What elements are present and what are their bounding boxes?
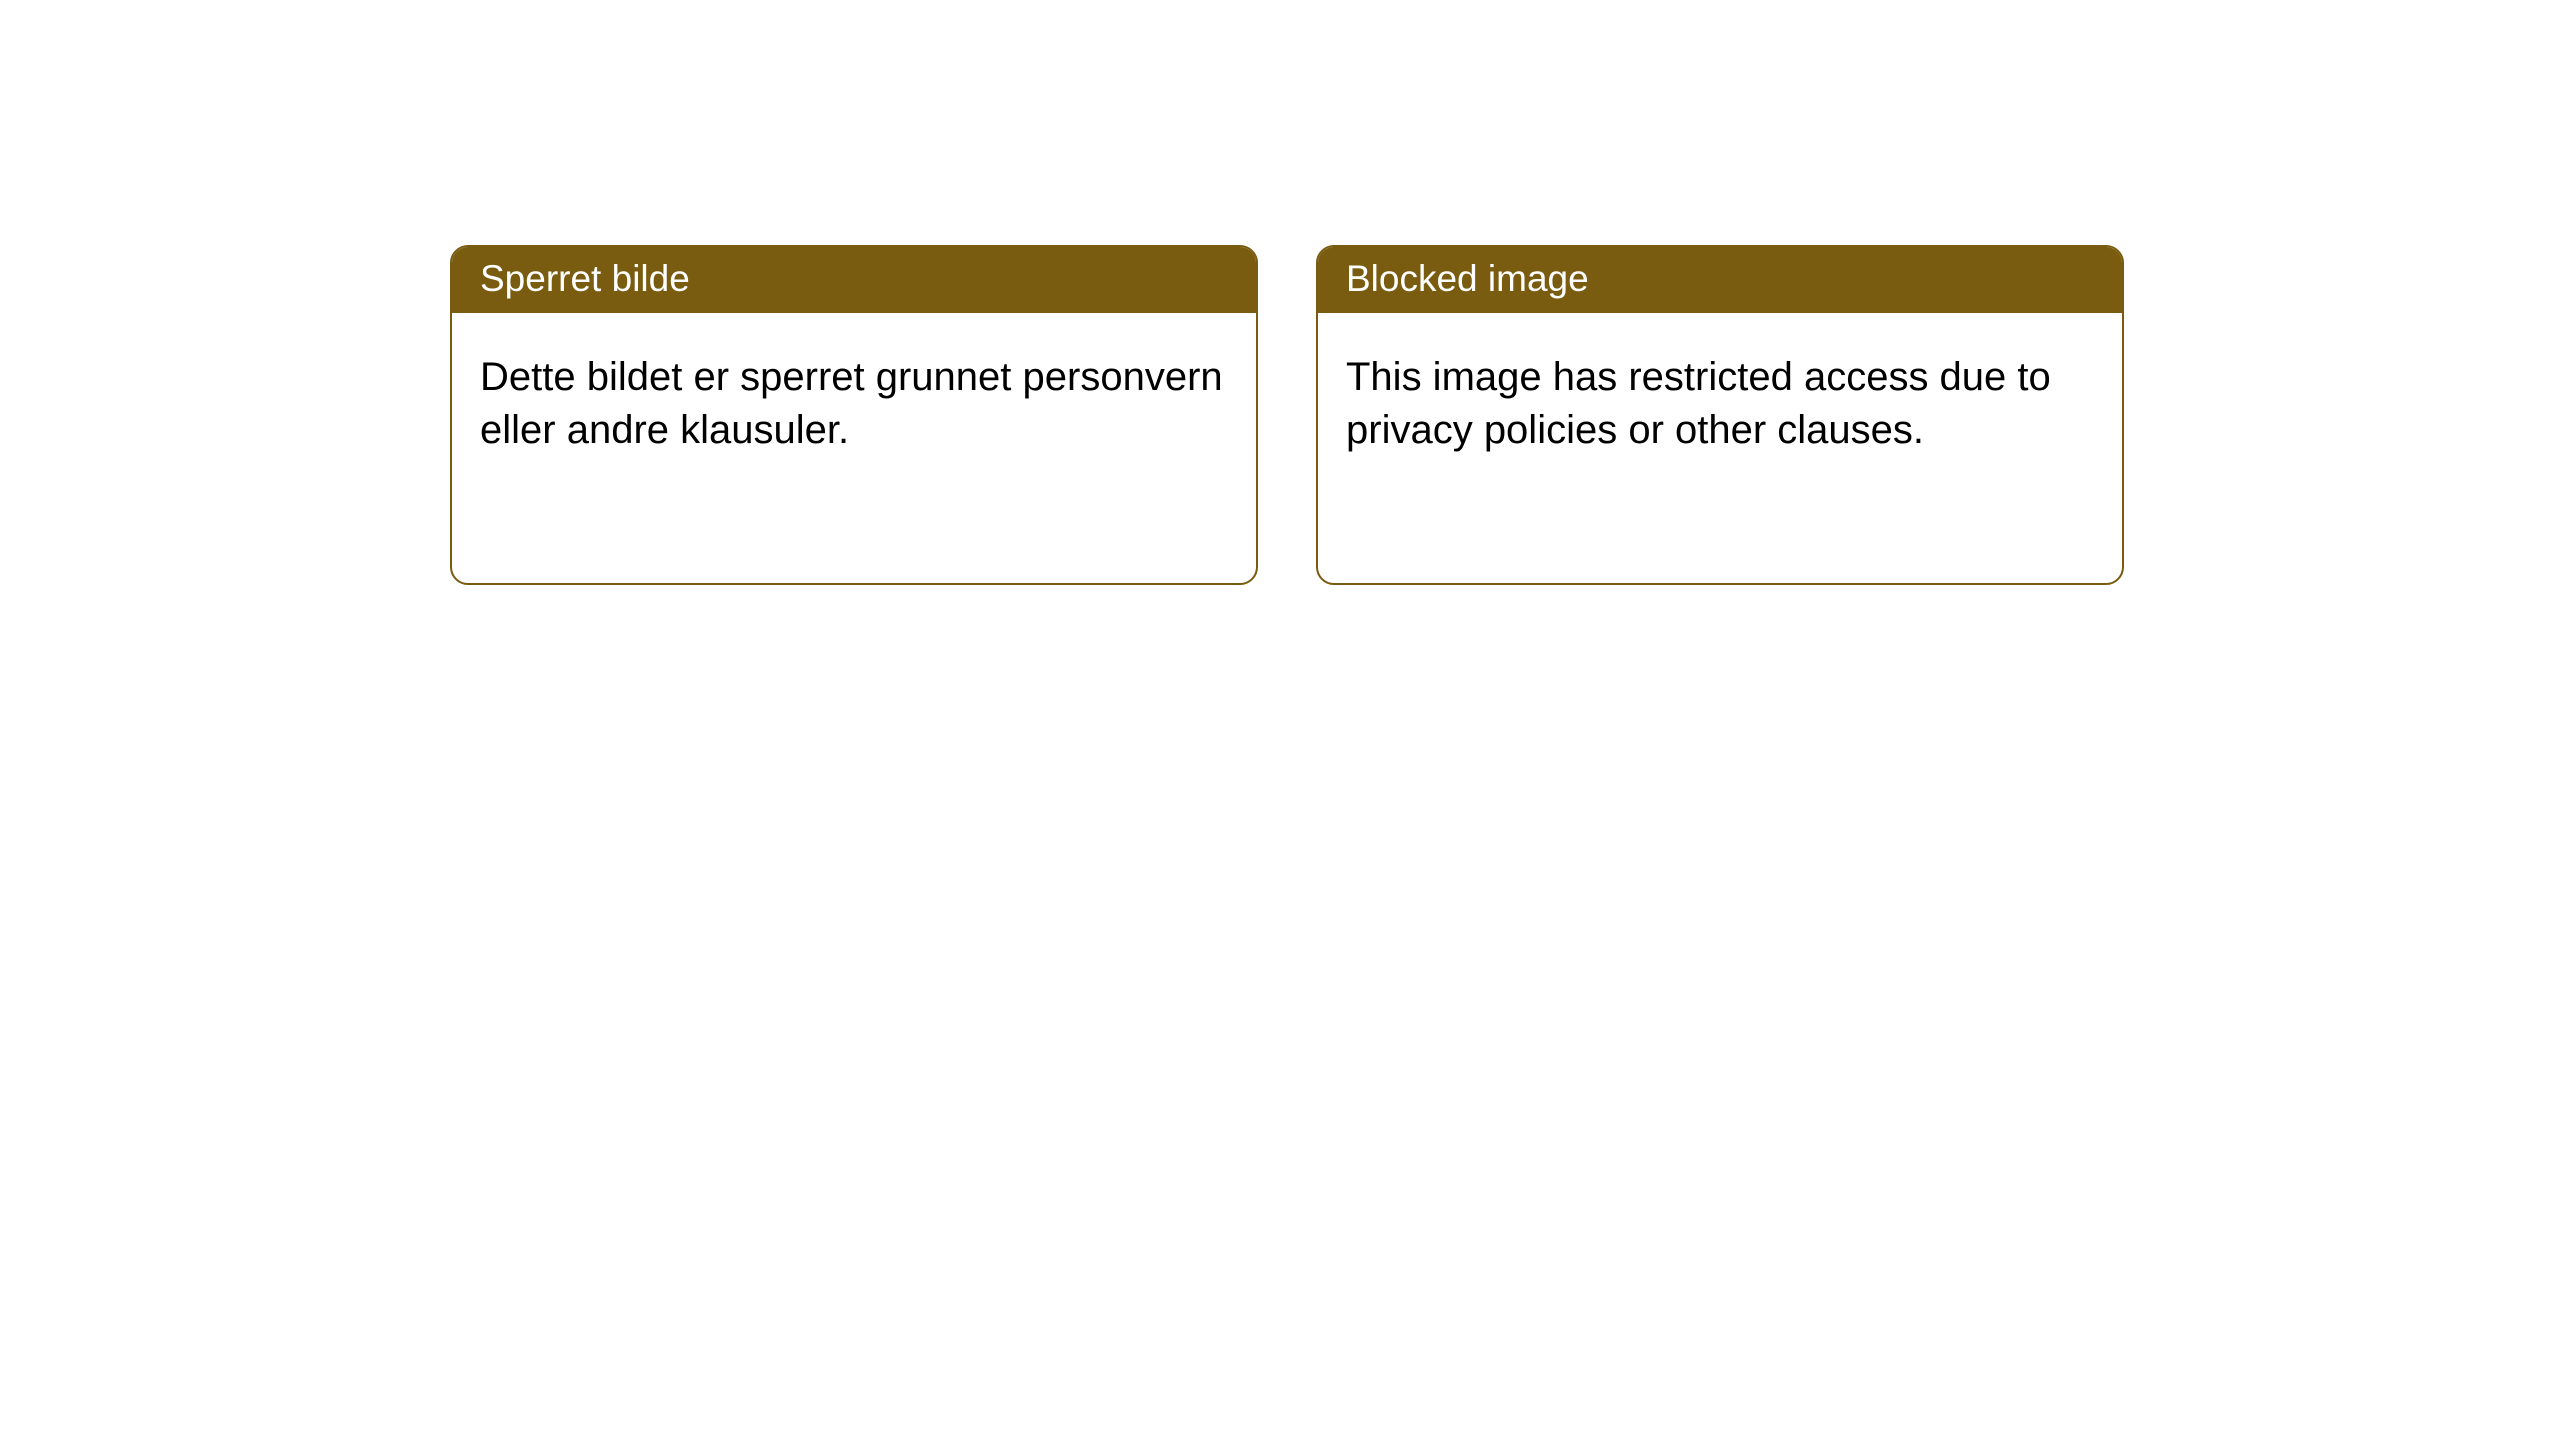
notice-title-no: Sperret bilde xyxy=(452,247,1256,313)
notice-card-en: Blocked image This image has restricted … xyxy=(1316,245,2124,585)
notice-card-no: Sperret bilde Dette bildet er sperret gr… xyxy=(450,245,1258,585)
notice-body-en: This image has restricted access due to … xyxy=(1318,313,2122,583)
notice-body-no: Dette bildet er sperret grunnet personve… xyxy=(452,313,1256,583)
notice-title-en: Blocked image xyxy=(1318,247,2122,313)
notice-container: Sperret bilde Dette bildet er sperret gr… xyxy=(0,0,2560,585)
